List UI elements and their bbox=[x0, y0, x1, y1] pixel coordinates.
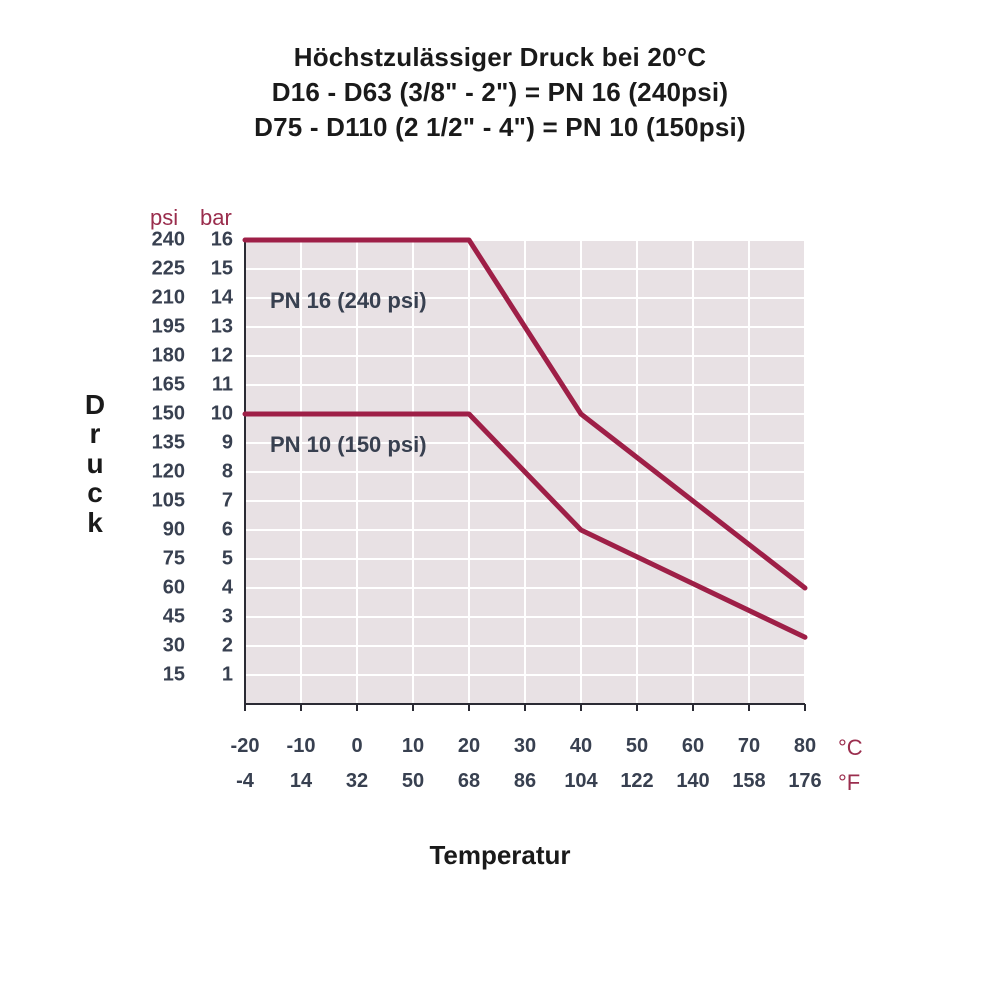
series-label: PN 10 (150 psi) bbox=[270, 432, 427, 458]
x-axis-title: Temperatur bbox=[0, 840, 1000, 871]
series-label: PN 16 (240 psi) bbox=[270, 288, 427, 314]
x-unit-fahrenheit: °F bbox=[838, 770, 860, 796]
x-unit-celsius: °C bbox=[838, 735, 863, 761]
